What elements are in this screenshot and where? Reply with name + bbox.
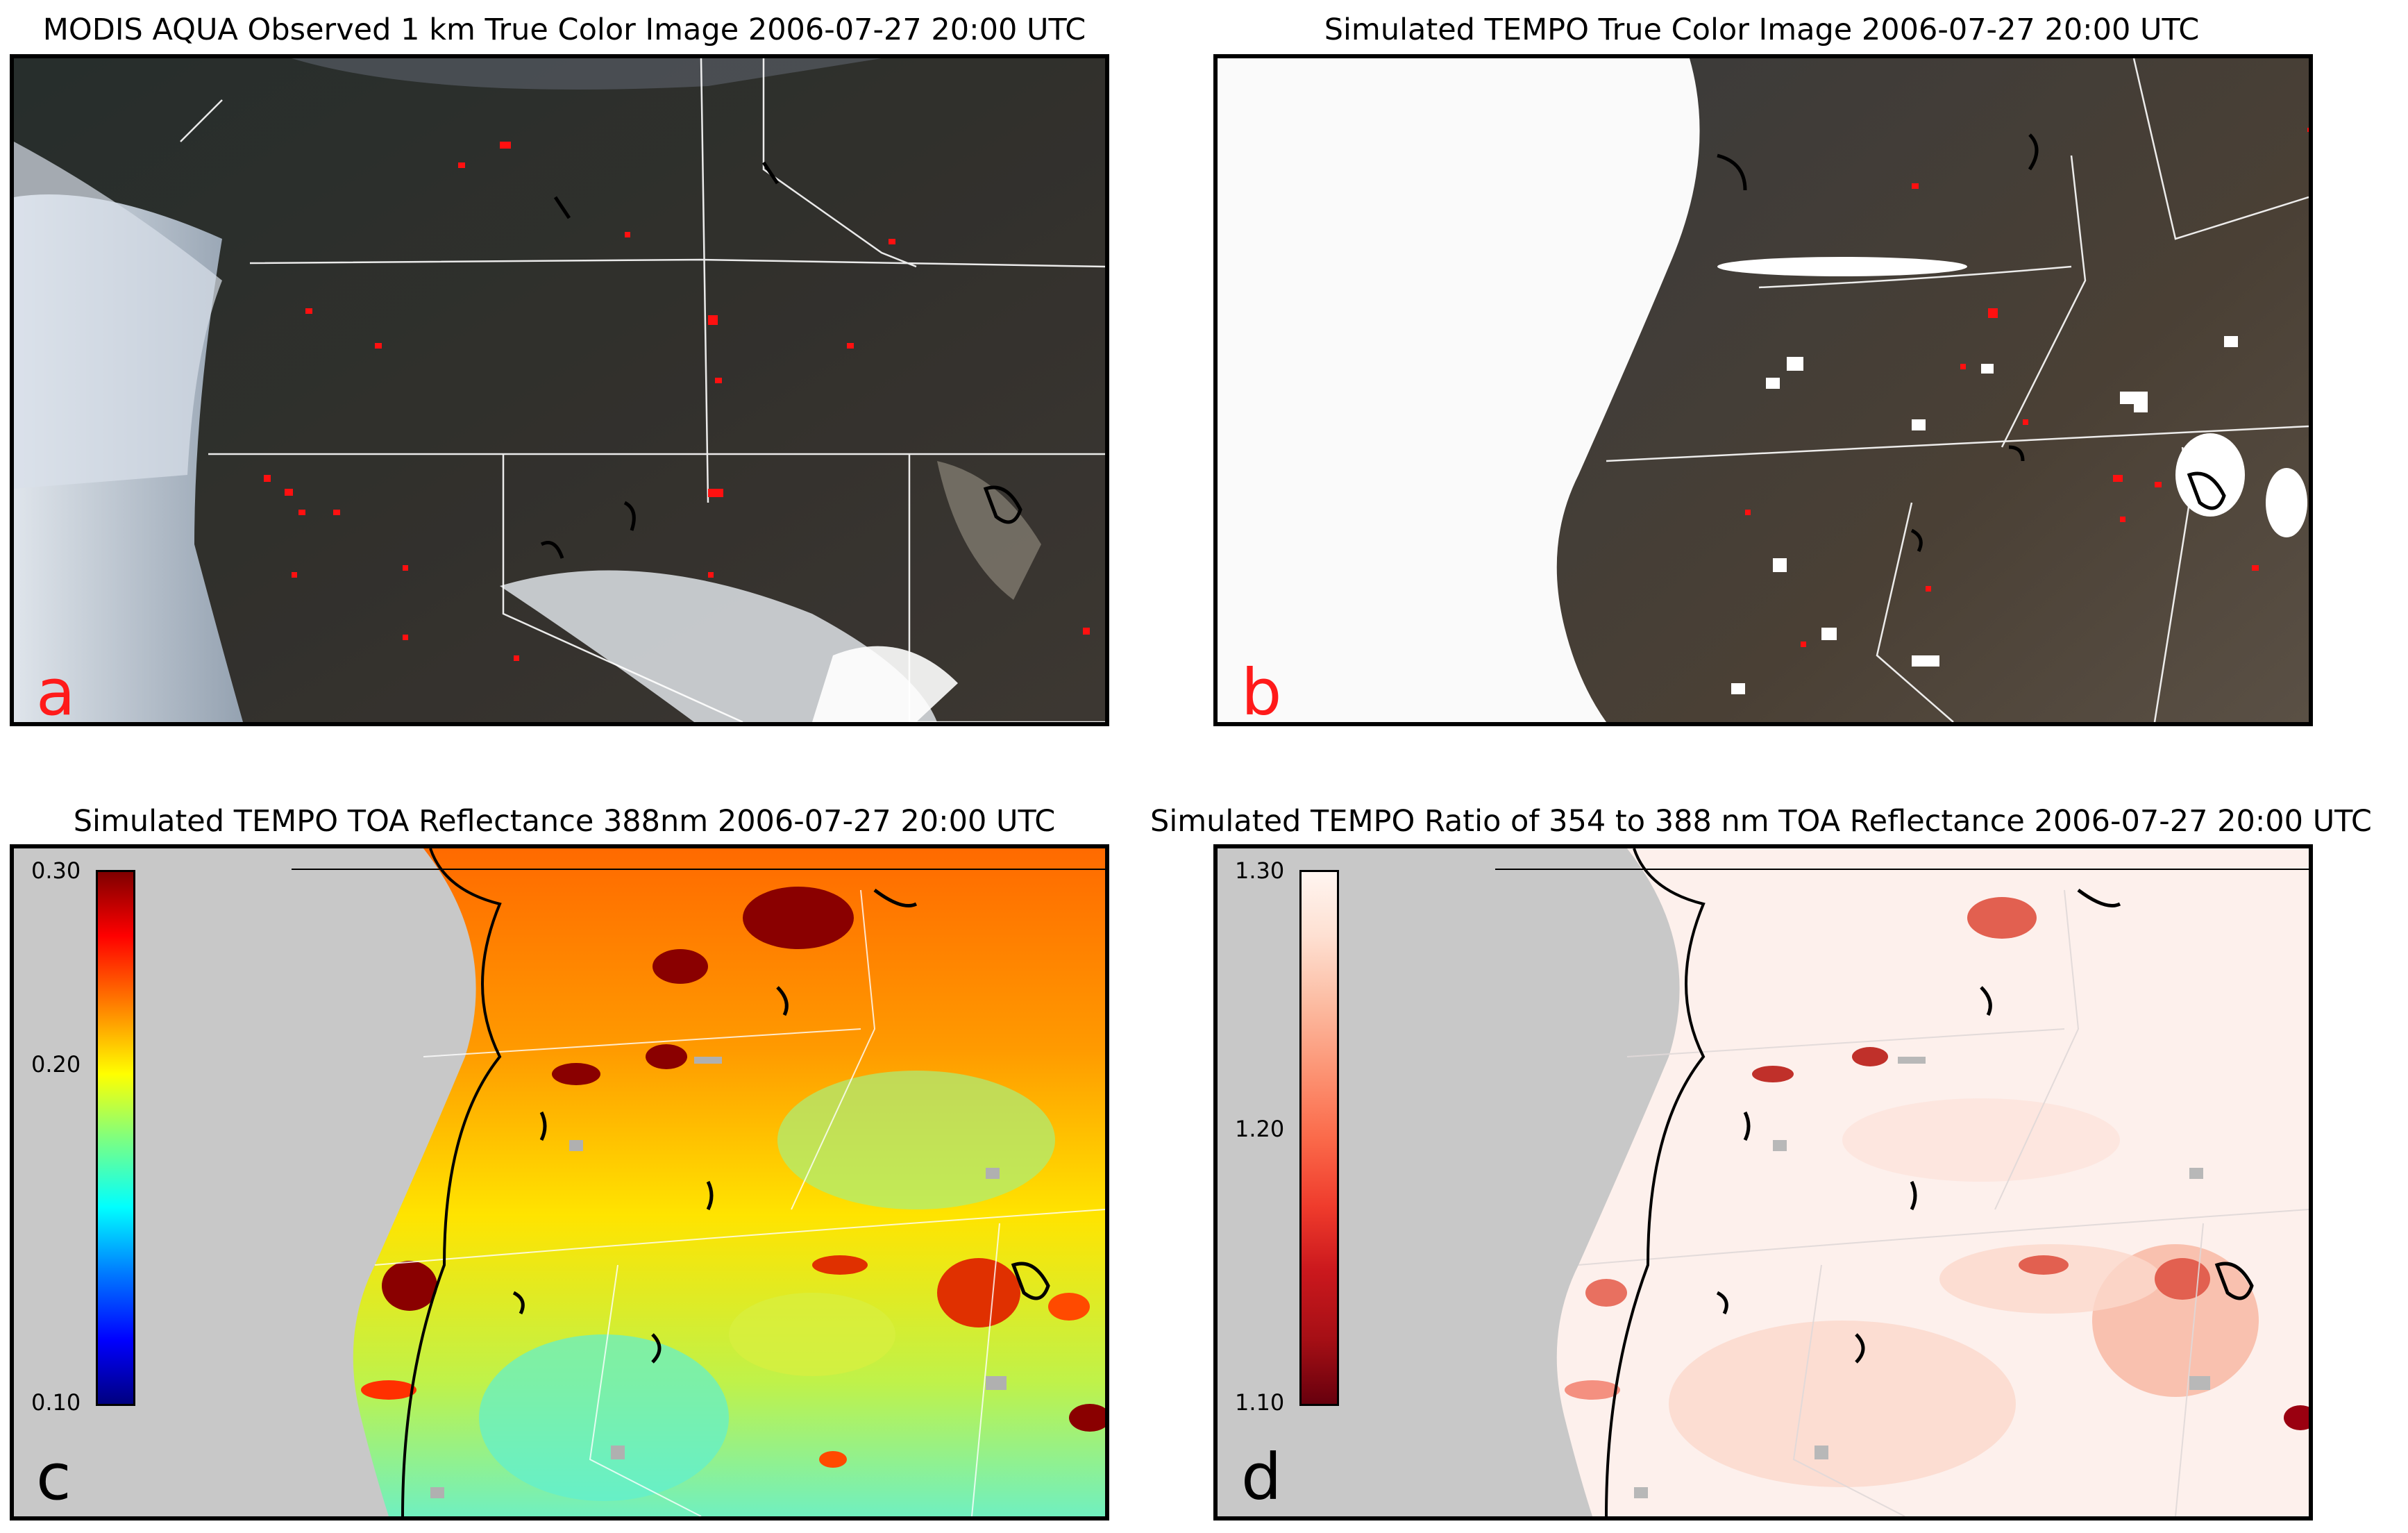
reflectance-388nm-map bbox=[14, 848, 1105, 1516]
panel-c-map bbox=[10, 844, 1109, 1521]
cloud-patches bbox=[1717, 257, 2307, 694]
lake-outlines bbox=[540, 161, 1022, 559]
panel-b-title: Simulated TEMPO True Color Image 2006-07… bbox=[1324, 12, 2200, 47]
colorbar-ratio-mid: 1.20 bbox=[1235, 1116, 1285, 1142]
fire-detections bbox=[264, 142, 1090, 661]
panel-b-map bbox=[1213, 54, 2313, 726]
lake-outlines bbox=[1716, 888, 2254, 1364]
fire-detections bbox=[1745, 128, 2309, 647]
colorbar-ratio-min: 1.10 bbox=[1235, 1389, 1285, 1416]
lake-outlines bbox=[512, 888, 1050, 1364]
colorbar-388nm-max: 0.30 bbox=[31, 857, 81, 884]
modis-true-color-image bbox=[14, 58, 1105, 722]
panel-a-title: MODIS AQUA Observed 1 km True Color Imag… bbox=[42, 12, 1086, 47]
colorbar-388nm bbox=[96, 870, 135, 1406]
panel-a-map bbox=[10, 54, 1109, 726]
smoke-plumes bbox=[361, 887, 1105, 1468]
colorbar-388nm-min: 0.10 bbox=[31, 1389, 81, 1416]
tempo-true-color-image bbox=[1218, 58, 2309, 722]
colorbar-ratio-max: 1.30 bbox=[1235, 857, 1285, 884]
panel-d-letter: d bbox=[1241, 1440, 1282, 1514]
panel-c-letter: c bbox=[36, 1440, 71, 1514]
masked-pixels bbox=[1634, 1057, 2210, 1498]
lake-outlines bbox=[1717, 133, 2226, 553]
ratio-354-388-map bbox=[1218, 848, 2309, 1516]
colorbar-388nm-mid: 0.20 bbox=[31, 1051, 81, 1078]
panel-b-letter: b bbox=[1241, 655, 1282, 730]
panel-c-title: Simulated TEMPO TOA Reflectance 388nm 20… bbox=[73, 804, 1056, 839]
masked-pixels bbox=[430, 1057, 1007, 1498]
colorbar-ratio bbox=[1299, 870, 1339, 1406]
panel-d-title: Simulated TEMPO Ratio of 354 to 388 nm T… bbox=[1150, 804, 2372, 839]
panel-d-map bbox=[1213, 844, 2313, 1521]
panel-a-letter: a bbox=[36, 655, 76, 730]
